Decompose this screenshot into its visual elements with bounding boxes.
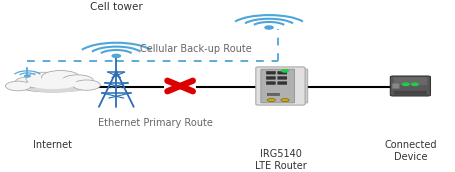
- Ellipse shape: [15, 77, 44, 88]
- FancyBboxPatch shape: [266, 82, 275, 84]
- Circle shape: [281, 70, 288, 72]
- Text: Ethernet Primary Route: Ethernet Primary Route: [97, 118, 212, 128]
- Ellipse shape: [61, 75, 93, 87]
- Circle shape: [411, 83, 417, 85]
- Circle shape: [264, 26, 273, 29]
- Text: Connected: Connected: [383, 140, 436, 150]
- FancyBboxPatch shape: [277, 77, 286, 79]
- FancyBboxPatch shape: [260, 69, 294, 103]
- FancyBboxPatch shape: [266, 77, 275, 79]
- FancyBboxPatch shape: [393, 77, 426, 85]
- Ellipse shape: [5, 81, 31, 91]
- Ellipse shape: [27, 78, 77, 89]
- Ellipse shape: [41, 71, 80, 84]
- Text: Internet: Internet: [33, 140, 72, 150]
- Circle shape: [280, 99, 288, 102]
- FancyBboxPatch shape: [255, 67, 304, 105]
- Circle shape: [402, 83, 408, 85]
- Circle shape: [112, 54, 120, 57]
- Ellipse shape: [21, 83, 83, 92]
- Text: Cellular Back-up Route: Cellular Back-up Route: [140, 44, 252, 54]
- Ellipse shape: [26, 72, 61, 85]
- FancyBboxPatch shape: [297, 69, 307, 103]
- Text: Device: Device: [393, 152, 426, 162]
- FancyBboxPatch shape: [389, 76, 430, 96]
- Text: LTE Router: LTE Router: [254, 161, 306, 171]
- Text: IRG5140: IRG5140: [259, 149, 301, 159]
- Ellipse shape: [73, 80, 100, 90]
- Ellipse shape: [30, 86, 84, 93]
- Text: Cell tower: Cell tower: [90, 2, 142, 12]
- FancyBboxPatch shape: [266, 71, 275, 74]
- FancyBboxPatch shape: [277, 82, 286, 84]
- FancyBboxPatch shape: [391, 83, 399, 89]
- Circle shape: [25, 75, 30, 77]
- FancyBboxPatch shape: [393, 91, 426, 95]
- Circle shape: [267, 99, 275, 102]
- FancyBboxPatch shape: [277, 71, 286, 74]
- FancyBboxPatch shape: [267, 93, 279, 96]
